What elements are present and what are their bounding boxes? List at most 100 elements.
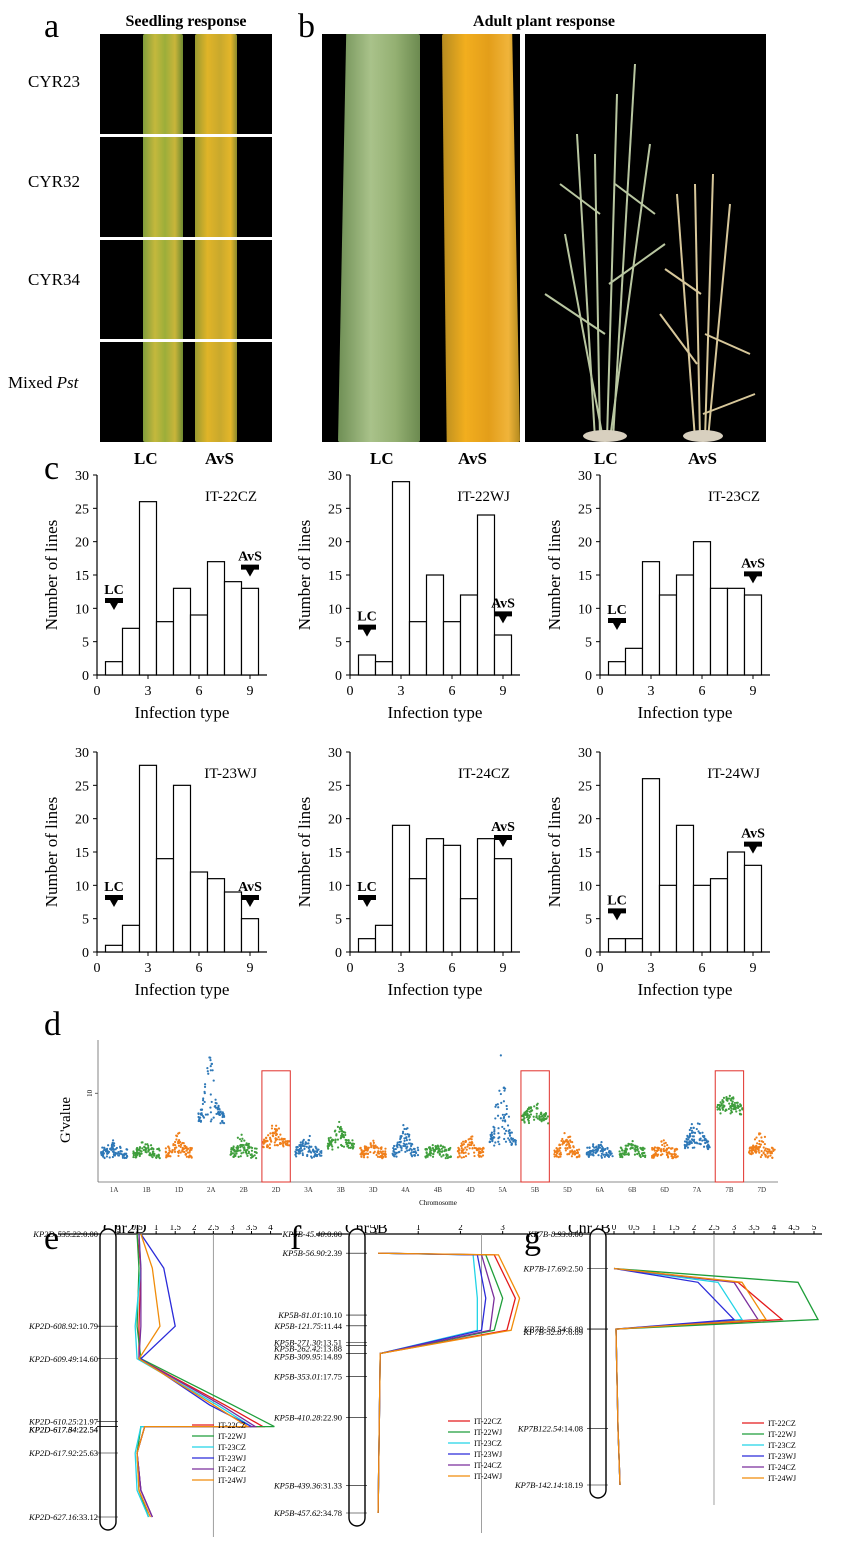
marker-label: KP5B-410.28:22.90 bbox=[273, 1413, 342, 1423]
snp-point bbox=[530, 1106, 533, 1109]
y-tick-label: 10 bbox=[328, 602, 342, 617]
bar-it-6 bbox=[692, 884, 712, 953]
snp-point bbox=[535, 1107, 538, 1110]
snp-point bbox=[508, 1134, 512, 1137]
y-tick-label: 15 bbox=[75, 569, 89, 584]
snp-point bbox=[184, 1152, 188, 1156]
snp-point bbox=[586, 1146, 589, 1149]
snp-point bbox=[620, 1147, 623, 1150]
bar-it-7 bbox=[206, 878, 226, 953]
bar-it-5 bbox=[425, 574, 445, 676]
snp-point bbox=[395, 1151, 398, 1154]
snp-point bbox=[631, 1140, 634, 1143]
snp-point bbox=[735, 1101, 738, 1104]
snp-point bbox=[758, 1151, 761, 1154]
roots-avs bbox=[683, 430, 723, 442]
snp-point bbox=[446, 1156, 449, 1160]
snp-point bbox=[410, 1148, 413, 1151]
lod-tick-label: 0.5 bbox=[628, 1225, 640, 1232]
chromosome-1A: 1A bbox=[100, 1139, 129, 1194]
snp-point bbox=[559, 1146, 562, 1150]
lod-tick-label: 1 bbox=[154, 1225, 159, 1232]
snp-point bbox=[299, 1147, 303, 1150]
snp-point bbox=[105, 1147, 109, 1150]
bar-it-4 bbox=[408, 878, 428, 953]
roots-lc bbox=[583, 430, 627, 442]
snp-point bbox=[243, 1146, 246, 1149]
snp-point bbox=[658, 1147, 661, 1150]
snp-point bbox=[177, 1141, 180, 1144]
snp-point bbox=[132, 1152, 135, 1155]
seedling-avs-label: AvS bbox=[205, 449, 234, 468]
snp-point bbox=[317, 1148, 320, 1151]
snp-point bbox=[379, 1154, 382, 1158]
snp-point bbox=[458, 1155, 461, 1158]
snp-point bbox=[200, 1112, 203, 1115]
histogram-it-23wj: 0 5 10 15 20 25 30 0 3 6 9 IT-23WJ Infection type Num… bbox=[42, 746, 267, 999]
snp-point bbox=[315, 1150, 319, 1154]
chromosome-bar bbox=[348, 1228, 366, 1527]
chromosome-2B: 2B bbox=[229, 1133, 258, 1194]
snp-point bbox=[464, 1146, 467, 1149]
snp-point bbox=[147, 1150, 150, 1153]
snp-point bbox=[410, 1151, 413, 1154]
y-axis-title: Number of lines bbox=[295, 520, 314, 630]
snp-point bbox=[732, 1105, 735, 1108]
snp-point bbox=[341, 1129, 344, 1133]
snp-point bbox=[179, 1143, 183, 1146]
snp-point bbox=[430, 1149, 433, 1152]
snp-point bbox=[467, 1143, 470, 1146]
snp-point bbox=[229, 1153, 232, 1156]
snp-point bbox=[429, 1154, 432, 1157]
snp-point bbox=[528, 1115, 531, 1118]
snp-point bbox=[232, 1148, 235, 1152]
snp-point bbox=[721, 1106, 724, 1109]
snp-point bbox=[249, 1156, 253, 1159]
x-axis-title: Infection type bbox=[135, 980, 230, 999]
lod-axis-title: LOD Score bbox=[180, 1225, 217, 1227]
snp-point bbox=[408, 1133, 411, 1136]
snp-point bbox=[405, 1136, 408, 1140]
y-tick-label: 30 bbox=[75, 746, 89, 761]
snp-point bbox=[334, 1141, 337, 1144]
bar-it-7 bbox=[459, 898, 479, 953]
chromosome-4A: 4A bbox=[391, 1124, 420, 1194]
snp-point bbox=[209, 1069, 212, 1072]
snp-point bbox=[437, 1150, 441, 1153]
snp-point bbox=[722, 1096, 726, 1099]
snp-point bbox=[627, 1152, 630, 1155]
snp-point bbox=[596, 1150, 599, 1153]
snp-point bbox=[184, 1144, 187, 1148]
snp-point bbox=[123, 1152, 126, 1156]
y-tick-label: 20 bbox=[328, 813, 342, 828]
snp-point bbox=[476, 1148, 479, 1151]
histogram-title: IT-23CZ bbox=[708, 489, 760, 505]
snp-point bbox=[370, 1144, 373, 1148]
snp-point bbox=[754, 1148, 757, 1152]
bar-it-9 bbox=[743, 864, 763, 953]
snp-point bbox=[236, 1136, 239, 1139]
snp-point bbox=[377, 1150, 380, 1153]
snp-point bbox=[408, 1149, 411, 1152]
snp-point bbox=[624, 1144, 627, 1147]
x-tick-label: 3 bbox=[398, 684, 405, 699]
bar-it-6 bbox=[442, 621, 462, 676]
histogram-title: IT-22WJ bbox=[457, 489, 510, 505]
snp-point bbox=[372, 1146, 375, 1149]
histogram-it-23cz: 0 5 10 15 20 25 30 0 3 6 9 IT-23CZ Infection type Num… bbox=[545, 469, 770, 722]
snp-point bbox=[336, 1146, 340, 1149]
snp-point bbox=[479, 1147, 482, 1150]
snp-point bbox=[394, 1153, 397, 1156]
x-tick-label: 6 bbox=[699, 684, 706, 699]
chromosome-label: 3A bbox=[304, 1186, 313, 1194]
x-tick-label: 9 bbox=[247, 684, 254, 699]
panel-label-g: g bbox=[524, 1220, 541, 1257]
snp-point bbox=[273, 1141, 276, 1144]
snp-point bbox=[244, 1151, 248, 1154]
snp-point bbox=[210, 1118, 213, 1121]
snp-point bbox=[241, 1137, 244, 1140]
snp-point bbox=[529, 1113, 533, 1116]
x-tick-label: 3 bbox=[648, 961, 655, 976]
snp-point bbox=[239, 1146, 242, 1149]
snp-point bbox=[113, 1154, 117, 1157]
